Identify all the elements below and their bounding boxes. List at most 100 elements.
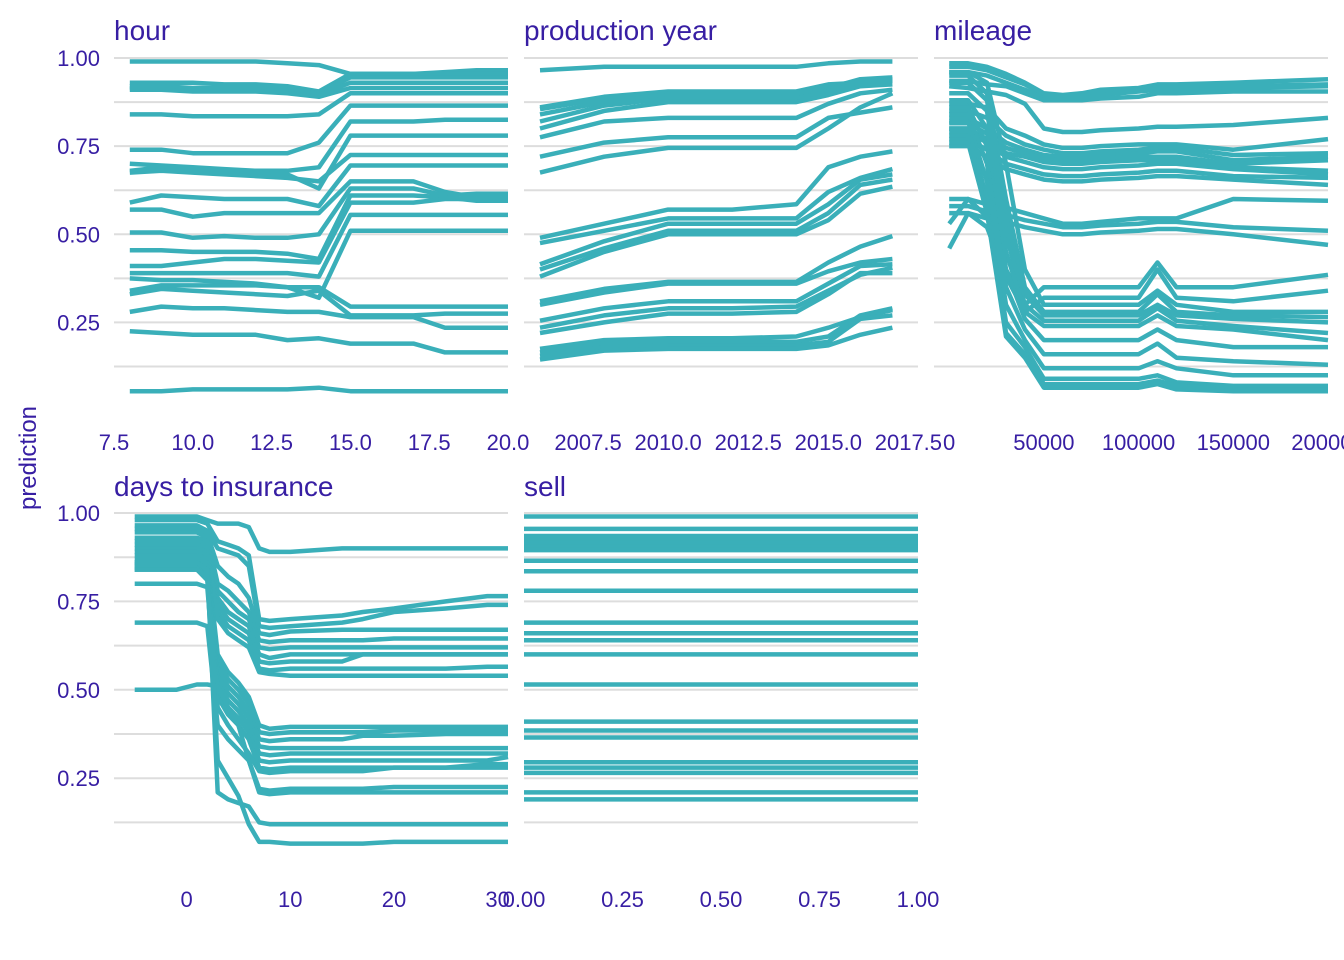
x-tick-label: 0 xyxy=(180,887,192,912)
panel-days-to-insurance: days to insurance 0.25 0.50 0.75 1.00 0 10 20 30 xyxy=(57,471,510,912)
series-line xyxy=(134,523,508,631)
x-tick-label: 7.5 xyxy=(99,430,130,455)
series-line xyxy=(539,270,893,336)
series-line xyxy=(134,514,508,555)
series-line xyxy=(539,172,893,267)
series-line xyxy=(129,283,508,309)
series-line xyxy=(949,119,1328,378)
series-group xyxy=(129,59,508,394)
x-tick-label: 20.0 xyxy=(487,430,530,455)
x-tick-label: 12.5 xyxy=(250,430,293,455)
series-line xyxy=(539,256,893,308)
series-line xyxy=(129,103,508,156)
series-group xyxy=(524,514,918,802)
series-line xyxy=(134,535,508,652)
series-group xyxy=(947,61,1329,394)
x-tick-label: 2007.5 xyxy=(554,430,621,455)
x-tick-label: 10 xyxy=(278,887,302,912)
series-group xyxy=(134,514,509,846)
x-tick-label: 17.5 xyxy=(408,430,451,455)
x-tick-label: 2012.5 xyxy=(715,430,782,455)
series-line xyxy=(134,567,508,846)
y-tick-label: 0.25 xyxy=(57,310,100,335)
x-tick-label: 0.75 xyxy=(798,887,841,912)
x-tick-label: 10.0 xyxy=(171,430,214,455)
series-line xyxy=(129,179,508,219)
x-tick-label: 0.00 xyxy=(503,887,546,912)
series-line xyxy=(129,91,508,119)
series-line xyxy=(129,196,508,269)
series-line xyxy=(129,328,508,355)
series-line xyxy=(539,177,893,272)
series-line xyxy=(949,112,1329,367)
y-tick-label: 0.75 xyxy=(57,134,100,159)
series-group xyxy=(539,59,894,362)
y-tick-label: 0.75 xyxy=(57,589,100,614)
x-tick-label: 2010.0 xyxy=(634,430,701,455)
panel-title: sell xyxy=(524,471,566,502)
series-line xyxy=(129,212,508,279)
x-tick-label: 2015.0 xyxy=(795,430,862,455)
x-tick-label: 100000 xyxy=(1102,430,1175,455)
y-axis-title: prediction xyxy=(15,406,42,510)
series-line xyxy=(539,149,893,240)
x-tick-label: 150000 xyxy=(1197,430,1270,455)
y-tick-label: 0.50 xyxy=(57,222,100,247)
series-line xyxy=(949,91,1329,336)
x-tick-label: 20 xyxy=(382,887,406,912)
x-tick-label: 0.50 xyxy=(700,887,743,912)
series-line xyxy=(134,530,508,645)
series-line xyxy=(539,306,893,355)
series-line xyxy=(129,286,508,318)
x-tick-label: 2017.5 xyxy=(875,430,942,455)
series-line xyxy=(134,542,508,666)
series-line xyxy=(129,133,508,191)
x-tick-label: 0 xyxy=(943,430,955,455)
series-line xyxy=(129,304,508,330)
series-line xyxy=(949,78,1328,103)
series-line xyxy=(129,152,508,184)
y-tick-label: 1.00 xyxy=(57,46,100,71)
x-tick-label: 15.0 xyxy=(329,430,372,455)
series-line xyxy=(129,228,508,301)
y-tick-label: 0.25 xyxy=(57,766,100,791)
series-line xyxy=(949,105,1328,350)
y-tick-label: 0.50 xyxy=(57,678,100,703)
series-line xyxy=(134,549,508,678)
panel-production-year: production year 2007.5 2010.0 2012.5 2015.0 2… xyxy=(524,15,942,455)
series-line xyxy=(539,91,894,175)
x-tick-label: 1.00 xyxy=(897,887,940,912)
series-line xyxy=(949,98,1329,343)
series-line xyxy=(539,325,893,362)
series-line xyxy=(134,682,508,797)
series-line xyxy=(129,85,508,100)
x-tick-label: 30 xyxy=(485,887,509,912)
panel-title: days to insurance xyxy=(114,471,333,502)
series-line xyxy=(539,82,893,131)
x-tick-label: 0.25 xyxy=(601,887,644,912)
series-line xyxy=(539,262,893,323)
series-line xyxy=(129,163,508,209)
panel-title: mileage xyxy=(934,15,1032,46)
series-line xyxy=(129,385,508,394)
series-line xyxy=(134,553,508,731)
x-tick-label: 50000 xyxy=(1013,430,1074,455)
series-line xyxy=(539,87,893,140)
series-line xyxy=(949,140,1328,394)
series-line xyxy=(539,184,893,279)
panel-sell: sell 0.00 0.25 0.50 0.75 1.00 xyxy=(503,471,940,912)
series-line xyxy=(134,556,508,737)
y-tick-label: 1.00 xyxy=(57,501,100,526)
series-line xyxy=(134,581,508,776)
series-line xyxy=(539,313,893,359)
series-line xyxy=(539,78,893,124)
series-line xyxy=(134,526,508,638)
series-line xyxy=(134,560,508,827)
panel-hour: hour 0.25 0.50 0.75 1.00 7.5 10.0 12.5 15.0 17.5 2… xyxy=(57,15,529,455)
panel-title: production year xyxy=(524,15,717,46)
series-line xyxy=(539,59,893,73)
panel-mileage: mileage 0 50000 100000 150000 200000 xyxy=(934,15,1344,455)
panel-title: hour xyxy=(114,15,170,46)
series-line xyxy=(949,69,1328,315)
